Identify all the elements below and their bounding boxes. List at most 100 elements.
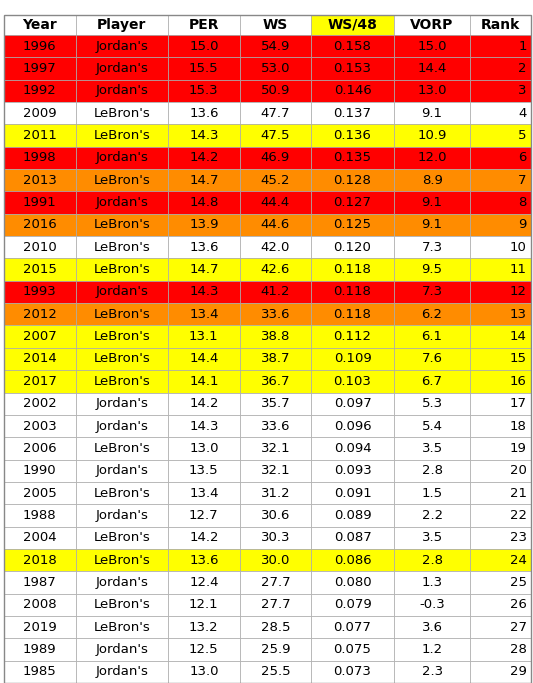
Bar xyxy=(168,415,240,437)
Text: 12.5: 12.5 xyxy=(189,643,219,656)
Bar xyxy=(76,393,168,415)
Bar xyxy=(470,348,531,370)
Bar xyxy=(240,191,311,214)
Bar xyxy=(311,147,394,169)
Bar xyxy=(394,527,470,549)
Bar xyxy=(311,370,394,393)
Text: 15: 15 xyxy=(510,352,527,365)
Text: 2013: 2013 xyxy=(23,173,56,186)
Text: LeBron's: LeBron's xyxy=(93,241,150,254)
Bar xyxy=(470,191,531,214)
Text: 47.7: 47.7 xyxy=(261,107,290,120)
Bar xyxy=(168,437,240,460)
Bar xyxy=(394,370,470,393)
Text: 14.1: 14.1 xyxy=(189,375,219,388)
Bar xyxy=(470,147,531,169)
Text: 13.6: 13.6 xyxy=(189,554,219,567)
Text: 9.5: 9.5 xyxy=(422,263,442,276)
Bar xyxy=(311,281,394,303)
Text: 0.093: 0.093 xyxy=(334,464,372,477)
Bar xyxy=(470,281,531,303)
Bar xyxy=(240,639,311,660)
Text: LeBron's: LeBron's xyxy=(93,107,150,120)
Text: 14.7: 14.7 xyxy=(189,263,219,276)
Bar xyxy=(311,258,394,281)
Text: 12.0: 12.0 xyxy=(417,152,447,165)
Text: 27: 27 xyxy=(510,621,527,634)
Bar xyxy=(76,124,168,147)
Bar xyxy=(4,437,76,460)
Text: 30.6: 30.6 xyxy=(261,509,290,522)
Bar xyxy=(470,639,531,660)
Bar xyxy=(76,57,168,80)
Bar xyxy=(76,616,168,639)
Text: 9: 9 xyxy=(519,219,527,232)
Bar xyxy=(240,214,311,236)
Bar xyxy=(311,326,394,348)
Bar xyxy=(4,80,76,102)
Text: 8.9: 8.9 xyxy=(422,173,442,186)
Bar xyxy=(76,639,168,660)
Bar xyxy=(470,370,531,393)
Text: 36.7: 36.7 xyxy=(261,375,290,388)
Bar xyxy=(470,236,531,258)
Text: 14.7: 14.7 xyxy=(189,173,219,186)
Bar xyxy=(4,124,76,147)
Bar xyxy=(394,393,470,415)
Bar xyxy=(240,147,311,169)
Text: 10.9: 10.9 xyxy=(417,129,447,142)
Bar xyxy=(470,571,531,594)
Bar xyxy=(4,571,76,594)
Bar xyxy=(76,482,168,504)
Text: 44.4: 44.4 xyxy=(261,196,290,209)
Bar xyxy=(470,594,531,616)
Text: 3.5: 3.5 xyxy=(422,442,442,455)
Text: 53.0: 53.0 xyxy=(261,62,290,75)
Text: 2.3: 2.3 xyxy=(422,665,442,678)
Text: 21: 21 xyxy=(510,486,527,499)
Bar xyxy=(470,482,531,504)
Text: 47.5: 47.5 xyxy=(261,129,290,142)
Text: 0.077: 0.077 xyxy=(334,621,372,634)
Text: 0.103: 0.103 xyxy=(334,375,372,388)
Text: 0.136: 0.136 xyxy=(334,129,372,142)
Text: 0.086: 0.086 xyxy=(334,554,372,567)
Text: PER: PER xyxy=(189,18,219,32)
Bar xyxy=(470,102,531,124)
Text: 12.7: 12.7 xyxy=(189,509,219,522)
Bar xyxy=(470,504,531,527)
Text: 5: 5 xyxy=(518,129,527,142)
Bar xyxy=(394,258,470,281)
Text: LeBron's: LeBron's xyxy=(93,173,150,186)
Bar xyxy=(4,393,76,415)
Text: 0.097: 0.097 xyxy=(334,398,372,410)
Bar xyxy=(4,169,76,191)
Bar xyxy=(394,236,470,258)
Text: 22: 22 xyxy=(510,509,527,522)
Text: LeBron's: LeBron's xyxy=(93,219,150,232)
Bar xyxy=(470,616,531,639)
Text: 6.1: 6.1 xyxy=(422,330,442,343)
Bar xyxy=(168,102,240,124)
Text: 13.1: 13.1 xyxy=(189,330,219,343)
Text: Rank: Rank xyxy=(481,18,520,32)
Text: Year: Year xyxy=(22,18,57,32)
Bar xyxy=(394,102,470,124)
Text: 1: 1 xyxy=(518,40,527,53)
Text: Jordan's: Jordan's xyxy=(95,509,148,522)
Bar xyxy=(311,571,394,594)
Bar xyxy=(470,437,531,460)
Text: 2005: 2005 xyxy=(23,486,56,499)
Bar xyxy=(76,214,168,236)
Text: Jordan's: Jordan's xyxy=(95,665,148,678)
Text: 29: 29 xyxy=(510,665,527,678)
Text: 2019: 2019 xyxy=(23,621,56,634)
Text: 0.075: 0.075 xyxy=(334,643,372,656)
Text: 3.5: 3.5 xyxy=(422,531,442,544)
Bar xyxy=(240,504,311,527)
Text: 14.4: 14.4 xyxy=(417,62,447,75)
Text: 9.1: 9.1 xyxy=(422,107,442,120)
Bar xyxy=(76,660,168,683)
Text: 17: 17 xyxy=(510,398,527,410)
Bar xyxy=(311,57,394,80)
